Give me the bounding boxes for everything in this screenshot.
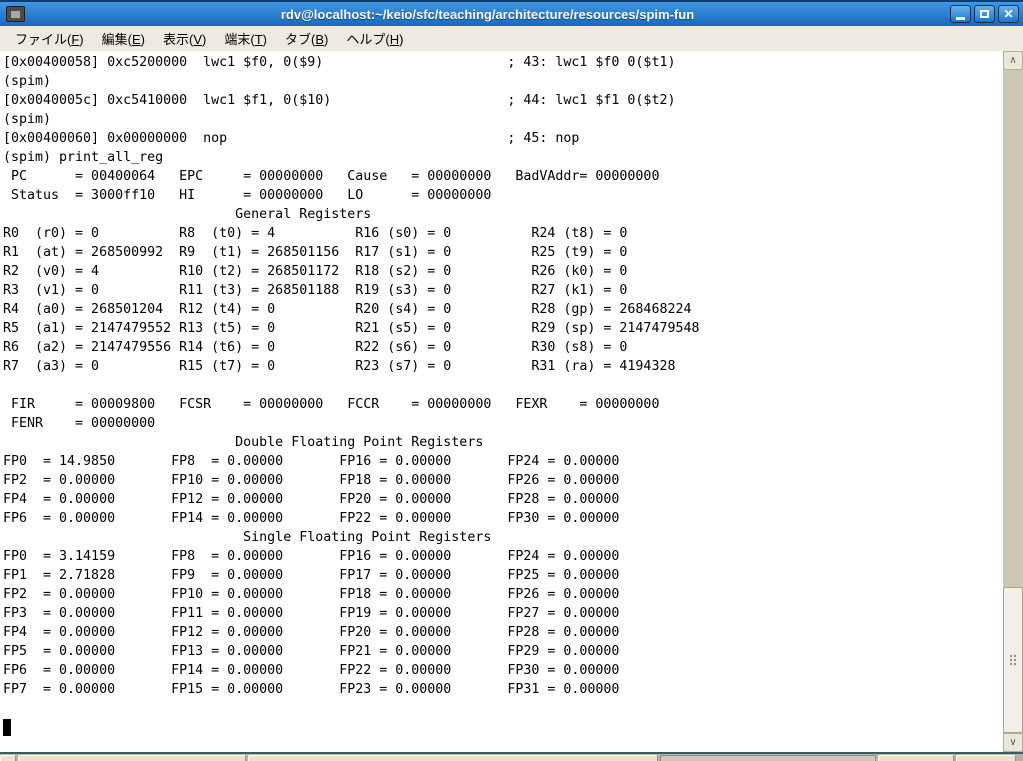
- terminal-line: FP0 = 14.9850 FP8 = 0.00000 FP16 = 0.000…: [3, 454, 620, 469]
- minimize-button[interactable]: [950, 5, 971, 23]
- terminal-line: R3 (v1) = 0 R11 (t3) = 268501188 R19 (s3…: [3, 283, 628, 298]
- terminal-line: FP4 = 0.00000 FP12 = 0.00000 FP20 = 0.00…: [3, 625, 620, 640]
- terminal-line: FP6 = 0.00000 FP14 = 0.00000 FP22 = 0.00…: [3, 511, 620, 526]
- terminal-line: R1 (at) = 268500992 R9 (t1) = 268501156 …: [3, 245, 628, 260]
- scroll-thumb-grip: [1010, 655, 1016, 665]
- terminal-line: R4 (a0) = 268501204 R12 (t4) = 0 R20 (s4…: [3, 302, 692, 317]
- chevron-down-icon: ∨: [1009, 736, 1017, 748]
- window-title: rdv@localhost:~/keio/sfc/teaching/archit…: [280, 6, 695, 22]
- terminal-line: FP5 = 0.00000 FP13 = 0.00000 FP21 = 0.00…: [3, 644, 620, 659]
- taskbar-window-button[interactable]: [878, 755, 954, 761]
- titlebar[interactable]: rdv@localhost:~/keio/sfc/teaching/archit…: [0, 0, 1023, 26]
- window-controls: ✕: [950, 5, 1019, 23]
- terminal-line: R5 (a1) = 2147479552 R13 (t5) = 0 R21 (s…: [3, 321, 700, 336]
- taskbar-edge: [0, 752, 1023, 761]
- chevron-up-icon: ∧: [1009, 54, 1017, 66]
- terminal-window-icon-screen: [11, 10, 20, 18]
- menu-item-tabs[interactable]: タブ(B): [285, 32, 329, 47]
- scroll-down-button[interactable]: ∨: [1003, 733, 1023, 752]
- scroll-up-button[interactable]: ∧: [1003, 51, 1023, 70]
- terminal-line: [0x00400060] 0x00000000 nop ; 45: nop: [3, 131, 580, 146]
- terminal-line: FP0 = 3.14159 FP8 = 0.00000 FP16 = 0.000…: [3, 549, 620, 564]
- taskbar-window-button[interactable]: [0, 755, 16, 761]
- terminal-line: Status = 3000ff10 HI = 00000000 LO = 000…: [3, 188, 492, 203]
- menu-item-view[interactable]: 表示(V): [163, 32, 207, 47]
- terminal-line: [3, 699, 1003, 718]
- menubar: ファイル(F) 編集(E) 表示(V) 端末(T) タブ(B) ヘルプ(H): [0, 26, 1023, 51]
- scrollbar-trough[interactable]: [1003, 70, 1023, 733]
- menu-item-file[interactable]: ファイル(F): [15, 32, 84, 47]
- close-icon: ✕: [1003, 7, 1014, 21]
- taskbar-window-button[interactable]: [18, 755, 246, 761]
- menu-item-edit[interactable]: 編集(E): [101, 32, 145, 47]
- terminal-line: (spim): [3, 74, 60, 89]
- terminal-line: FP7 = 0.00000 FP15 = 0.00000 FP23 = 0.00…: [3, 682, 620, 697]
- taskbar-window-button[interactable]: [956, 755, 1016, 761]
- taskbar-window-button[interactable]: [248, 755, 658, 761]
- terminal-line: FIR = 00009800 FCSR = 00000000 FCCR = 00…: [3, 397, 660, 412]
- vertical-scrollbar[interactable]: ∧ ∨: [1003, 51, 1023, 752]
- maximize-button[interactable]: [974, 5, 995, 23]
- terminal-line: Single Floating Point Registers: [3, 530, 492, 545]
- menu-item-help[interactable]: ヘルプ(H): [346, 32, 404, 47]
- terminal-line: Double Floating Point Registers: [3, 435, 484, 450]
- terminal-line: FP4 = 0.00000 FP12 = 0.00000 FP20 = 0.00…: [3, 492, 620, 507]
- main-area: [0x00400058] 0xc5200000 lwc1 $f0, 0($9) …: [0, 51, 1023, 752]
- terminal-line: R6 (a2) = 2147479556 R14 (t6) = 0 R22 (s…: [3, 340, 628, 355]
- maximize-icon: [980, 10, 989, 18]
- terminal-line: [0x00400058] 0xc5200000 lwc1 $f0, 0($9) …: [3, 55, 676, 70]
- terminal-line: FP2 = 0.00000 FP10 = 0.00000 FP18 = 0.00…: [3, 587, 620, 602]
- terminal-line: FP2 = 0.00000 FP10 = 0.00000 FP18 = 0.00…: [3, 473, 620, 488]
- close-button[interactable]: ✕: [998, 5, 1019, 23]
- terminal-output: [0x00400058] 0xc5200000 lwc1 $f0, 0($9) …: [3, 53, 1003, 718]
- terminal-line: General Registers: [3, 207, 372, 222]
- terminal-line: [0x0040005c] 0xc5410000 lwc1 $f1, 0($10)…: [3, 93, 676, 108]
- terminal-line: R0 (r0) = 0 R8 (t0) = 4 R16 (s0) = 0 R24…: [3, 226, 628, 241]
- minimize-icon: [956, 17, 965, 20]
- terminal-line: FENR = 00000000: [3, 416, 156, 431]
- terminal-line: FP3 = 0.00000 FP11 = 0.00000 FP19 = 0.00…: [3, 606, 620, 621]
- terminal-line: [3, 376, 1003, 395]
- taskbar-window-button[interactable]: [660, 755, 876, 761]
- terminal-line: R2 (v0) = 4 R10 (t2) = 268501172 R18 (s2…: [3, 264, 628, 279]
- terminal-line: (spim): [3, 112, 60, 127]
- terminal-line: R7 (a3) = 0 R15 (t7) = 0 R23 (s7) = 0 R3…: [3, 359, 676, 374]
- terminal-window-icon[interactable]: [6, 6, 25, 22]
- terminal-line: (spim) print_all_reg: [3, 150, 164, 165]
- scrollbar-thumb[interactable]: [1003, 587, 1023, 733]
- menu-item-terminal[interactable]: 端末(T): [224, 32, 267, 47]
- terminal-cursor: [3, 719, 11, 736]
- terminal-cursor-line: [3, 718, 1003, 737]
- terminal-line: PC = 00400064 EPC = 00000000 Cause = 000…: [3, 169, 660, 184]
- terminal-screen[interactable]: [0x00400058] 0xc5200000 lwc1 $f0, 0($9) …: [0, 51, 1003, 752]
- terminal-line: FP6 = 0.00000 FP14 = 0.00000 FP22 = 0.00…: [3, 663, 620, 678]
- terminal-line: FP1 = 2.71828 FP9 = 0.00000 FP17 = 0.000…: [3, 568, 620, 583]
